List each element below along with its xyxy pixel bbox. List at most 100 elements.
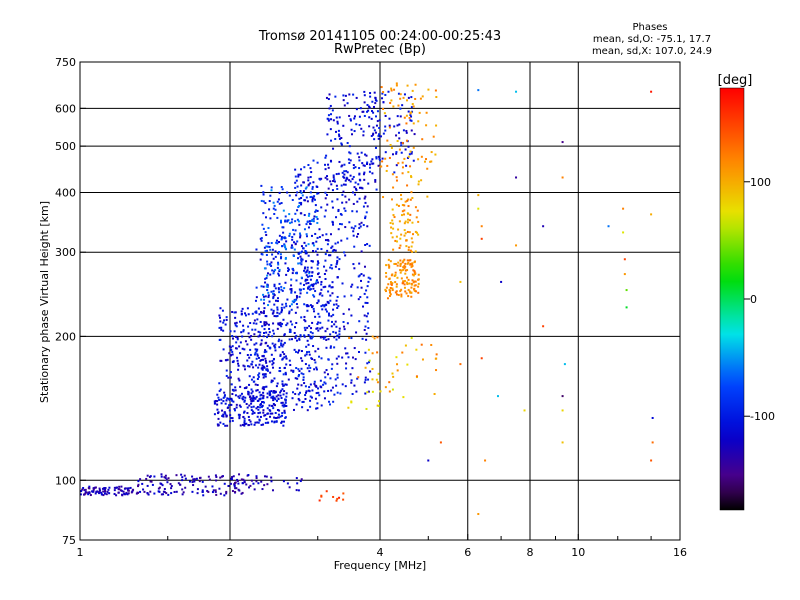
echo-point bbox=[265, 216, 268, 219]
echo-point bbox=[414, 97, 417, 100]
echo-point bbox=[318, 355, 321, 358]
echo-point bbox=[257, 421, 260, 424]
echo-point bbox=[215, 475, 218, 478]
echo-point bbox=[344, 226, 347, 229]
echo-point bbox=[397, 261, 400, 264]
echo-point bbox=[308, 272, 311, 275]
echo-point bbox=[324, 253, 327, 256]
echo-point bbox=[283, 353, 286, 356]
echo-point bbox=[300, 260, 303, 263]
echo-point bbox=[312, 307, 315, 310]
echo-point bbox=[384, 125, 387, 128]
echo-point bbox=[245, 422, 248, 425]
echo-point bbox=[367, 182, 370, 185]
echo-point bbox=[158, 486, 161, 489]
echo-point bbox=[254, 421, 257, 424]
echo-point bbox=[317, 391, 320, 394]
echo-point bbox=[297, 349, 300, 352]
echo-point bbox=[243, 481, 246, 484]
echo-point bbox=[373, 105, 376, 108]
echo-point bbox=[355, 96, 358, 99]
echo-point bbox=[395, 179, 398, 182]
echo-point bbox=[353, 347, 356, 350]
echo-point bbox=[343, 104, 346, 107]
echo-point bbox=[228, 409, 231, 412]
echo-point bbox=[390, 146, 393, 149]
echo-point bbox=[262, 312, 265, 315]
echo-point bbox=[336, 276, 339, 279]
echo-point bbox=[365, 154, 368, 157]
echo-point bbox=[256, 389, 259, 392]
echo-point bbox=[311, 271, 314, 274]
echo-point bbox=[291, 338, 294, 341]
echo-point bbox=[367, 109, 370, 112]
echo-point bbox=[365, 407, 368, 410]
echo-point bbox=[352, 263, 355, 266]
echo-point bbox=[349, 152, 352, 155]
echo-point bbox=[80, 490, 83, 493]
echo-point bbox=[325, 96, 328, 99]
echo-point bbox=[275, 385, 278, 388]
echo-point bbox=[273, 285, 276, 288]
echo-point bbox=[385, 275, 388, 278]
echo-point bbox=[390, 89, 393, 92]
echo-point bbox=[281, 380, 284, 383]
echo-point bbox=[357, 232, 360, 235]
echo-point bbox=[354, 187, 357, 190]
echo-point bbox=[184, 486, 187, 489]
echo-point bbox=[222, 413, 225, 416]
echo-point bbox=[404, 200, 407, 203]
echo-point bbox=[238, 473, 241, 476]
echo-point bbox=[313, 358, 316, 361]
echo-point bbox=[273, 397, 276, 400]
echo-point bbox=[430, 160, 433, 163]
echo-point bbox=[264, 414, 267, 417]
echo-point bbox=[222, 329, 225, 332]
echo-point bbox=[387, 283, 390, 286]
echo-point bbox=[425, 158, 428, 161]
echo-point bbox=[339, 223, 342, 226]
echo-point bbox=[255, 322, 258, 325]
colorbar-tick-label: 100 bbox=[750, 176, 771, 189]
echo-point bbox=[337, 208, 340, 211]
echo-point bbox=[235, 403, 238, 406]
echo-point bbox=[146, 492, 149, 495]
echo-point bbox=[389, 286, 392, 289]
echo-point bbox=[333, 178, 336, 181]
echo-point bbox=[264, 357, 267, 360]
echo-point bbox=[231, 419, 234, 422]
echo-point bbox=[561, 176, 564, 179]
echo-point bbox=[280, 285, 283, 288]
echo-point bbox=[240, 310, 243, 313]
echo-point bbox=[288, 232, 291, 235]
echo-point bbox=[358, 227, 361, 230]
echo-point bbox=[228, 345, 231, 348]
echo-point bbox=[214, 490, 217, 493]
echo-point bbox=[414, 290, 417, 293]
echo-point bbox=[294, 220, 297, 223]
echo-point bbox=[311, 200, 314, 203]
echo-point bbox=[271, 335, 274, 338]
echo-point bbox=[304, 354, 307, 357]
echo-point bbox=[284, 281, 287, 284]
echo-point bbox=[206, 489, 209, 492]
echo-point bbox=[267, 272, 270, 275]
echo-point bbox=[363, 164, 366, 167]
echo-point bbox=[286, 191, 289, 194]
echo-point bbox=[243, 423, 246, 426]
echo-point bbox=[271, 342, 274, 345]
echo-point bbox=[392, 214, 395, 217]
echo-point bbox=[269, 263, 272, 266]
echo-point bbox=[371, 162, 374, 165]
echo-point bbox=[309, 331, 312, 334]
echo-point bbox=[224, 424, 227, 427]
echo-point bbox=[315, 240, 318, 243]
echo-point bbox=[305, 250, 308, 253]
echo-point bbox=[350, 381, 353, 384]
echo-point bbox=[280, 221, 283, 224]
echo-point bbox=[266, 365, 269, 368]
echo-point bbox=[308, 364, 311, 367]
echo-point bbox=[343, 170, 346, 173]
echo-point bbox=[358, 262, 361, 265]
